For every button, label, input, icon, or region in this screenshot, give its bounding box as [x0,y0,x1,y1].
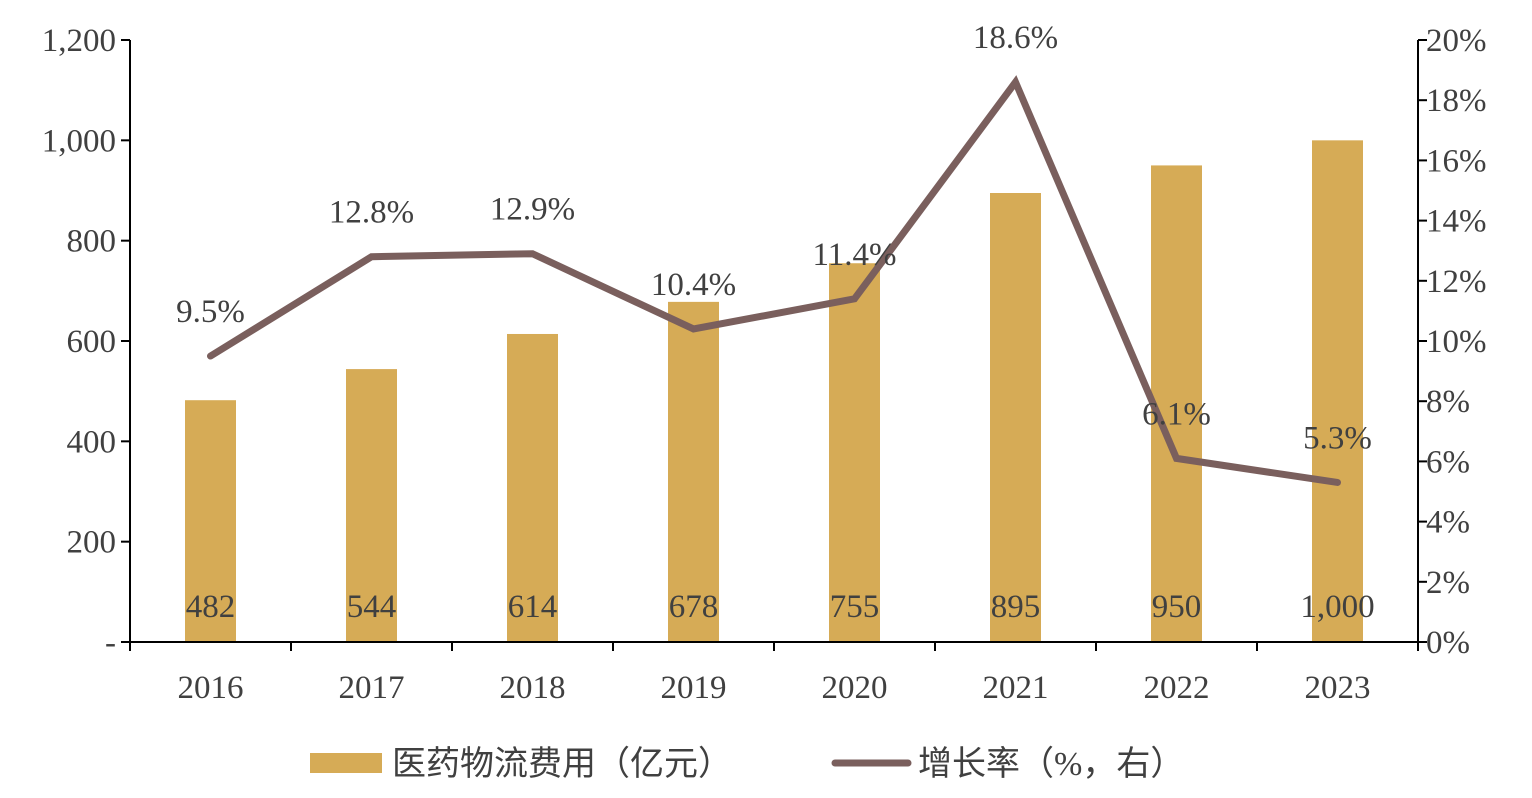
y-right-tick-label: 8% [1426,384,1470,420]
bar-2017 [346,369,397,642]
legend-swatch-bar [310,753,382,773]
x-tick-label: 2021 [983,670,1049,706]
y-right-tick-label: 12% [1426,264,1487,300]
bar-value-label: 1,000 [1300,589,1374,625]
y-right-tick-label: 18% [1426,83,1487,119]
bar-value-label: 895 [991,589,1041,625]
line-value-label: 18.6% [973,20,1058,56]
y-left-tick-label: 400 [67,424,117,460]
y-right-tick-label: 10% [1426,324,1487,360]
y-right-tick-label: 4% [1426,505,1470,541]
y-right-tick-label: 2% [1426,565,1470,601]
y-left-tick-label: 800 [67,224,117,260]
line-series [207,75,1341,486]
bar-2016 [185,400,236,642]
x-tick-label: 2018 [500,670,566,706]
x-tick-label: 2016 [178,670,244,706]
y-left-tick-label: 600 [67,324,117,360]
legend-label-bar: 医药物流费用（亿元） [392,745,732,783]
y-left-tick-label: 1,200 [42,23,116,59]
growth-rate-line [207,75,1341,486]
line-value-label: 6.1% [1142,396,1211,432]
line-value-label: 12.8% [329,195,414,231]
line-value-label: 12.9% [490,192,575,228]
x-tick-label: 2022 [1144,670,1210,706]
y-right-tick-label: 14% [1426,204,1487,240]
bar-value-label: 950 [1152,589,1202,625]
bar-value-label: 755 [830,589,880,625]
x-tick-label: 2019 [661,670,727,706]
bar-value-label: 678 [669,589,719,625]
y-right-tick-label: 6% [1426,444,1470,480]
bar-value-label: 544 [347,589,397,625]
y-right-tick-label: 0% [1426,625,1470,661]
line-value-label: 9.5% [176,294,245,330]
y-right-tick-label: 16% [1426,143,1487,179]
y-left-tick-label: 1,000 [42,123,116,159]
x-tick-label: 2017 [339,670,405,706]
bar-2021 [990,193,1041,642]
bar-2020 [829,263,880,642]
x-tick-label: 2020 [822,670,888,706]
bar-value-label: 482 [186,589,236,625]
legend: 医药物流费用（亿元） 增长率（%，右） [310,745,1184,783]
line-value-label: 5.3% [1303,420,1372,456]
bar-2018 [507,333,558,642]
line-value-label: 11.4% [812,237,896,273]
legend-label-line: 增长率（%，右） [918,745,1184,783]
bar-2023 [1312,140,1363,643]
axes: - 200 400 600 800 1,000 1,200 0% 2% 4% 6% 8% 10% 12% 1… [42,23,1487,706]
y-right-tick-label: 20% [1426,23,1487,59]
y-left-tick-label: 200 [67,525,117,561]
line-value-label: 10.4% [651,267,736,303]
bar-2019 [668,301,719,642]
data-labels: 482 544 614 678 755 895 950 1,000 9.5% 12.8% 12.9%… [176,20,1375,625]
x-tick-label: 2023 [1305,670,1371,706]
bar-series [185,140,1363,643]
y-left-tick-label: - [105,625,116,661]
bar-2022 [1151,165,1202,642]
bar-value-label: 614 [508,589,558,625]
